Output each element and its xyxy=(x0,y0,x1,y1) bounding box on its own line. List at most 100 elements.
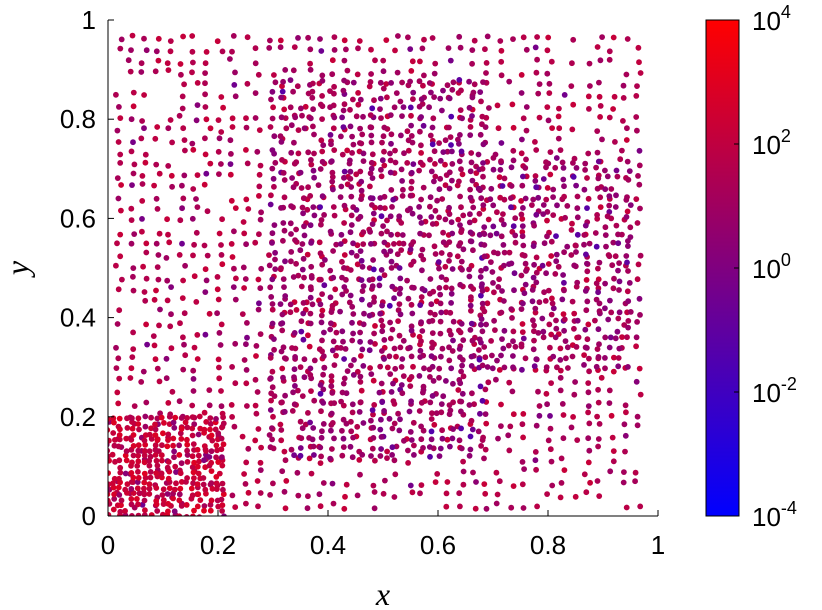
data-point xyxy=(532,44,539,51)
data-point xyxy=(446,239,453,246)
data-point xyxy=(406,408,413,415)
data-point xyxy=(401,437,407,444)
data-point xyxy=(340,124,347,130)
data-point xyxy=(519,223,526,230)
data-point xyxy=(298,328,305,335)
data-point xyxy=(427,453,433,460)
data-point xyxy=(360,150,367,157)
data-point xyxy=(168,345,175,352)
data-point xyxy=(604,173,611,180)
data-point xyxy=(143,321,150,328)
data-point xyxy=(351,357,357,363)
data-point xyxy=(545,117,552,124)
data-point xyxy=(130,329,137,336)
data-point xyxy=(135,468,141,475)
data-point xyxy=(370,482,377,489)
data-point xyxy=(207,125,214,132)
data-point xyxy=(141,470,148,477)
data-point xyxy=(319,307,326,314)
data-point xyxy=(532,457,539,464)
data-point xyxy=(479,165,486,172)
data-point xyxy=(471,217,478,224)
data-point xyxy=(535,388,541,395)
data-point xyxy=(306,455,313,462)
data-point xyxy=(356,38,363,44)
data-point xyxy=(155,57,162,64)
data-point xyxy=(380,490,387,497)
data-point xyxy=(457,380,464,387)
data-point xyxy=(368,165,375,172)
data-point xyxy=(389,326,396,333)
data-point xyxy=(606,193,613,200)
data-point xyxy=(372,341,378,347)
data-point xyxy=(407,78,413,85)
data-point xyxy=(384,455,390,461)
data-point xyxy=(138,69,145,75)
data-point xyxy=(558,455,565,462)
data-point xyxy=(563,355,569,362)
data-point xyxy=(329,71,336,78)
data-point xyxy=(208,459,215,466)
data-point xyxy=(379,399,386,405)
data-point xyxy=(381,408,387,414)
data-point xyxy=(244,34,251,41)
data-point xyxy=(498,158,504,165)
data-point xyxy=(360,241,367,248)
data-point xyxy=(338,183,345,190)
data-point xyxy=(636,162,643,169)
data-point xyxy=(429,344,435,351)
data-point xyxy=(557,374,564,381)
data-point xyxy=(432,173,439,180)
data-point xyxy=(228,402,235,408)
data-point xyxy=(378,446,384,452)
data-point xyxy=(305,332,311,339)
data-point xyxy=(209,437,216,444)
data-point xyxy=(483,321,489,328)
data-point xyxy=(432,479,439,485)
data-point xyxy=(227,171,234,178)
data-point xyxy=(300,210,306,217)
data-point xyxy=(418,196,424,203)
data-point xyxy=(475,428,482,435)
data-point xyxy=(573,182,579,189)
data-point xyxy=(218,242,224,248)
data-point xyxy=(459,357,466,363)
data-point xyxy=(194,80,201,86)
data-point xyxy=(139,181,146,187)
data-point xyxy=(543,270,549,277)
data-point xyxy=(457,240,464,246)
data-point xyxy=(331,114,338,121)
data-point xyxy=(418,96,425,103)
data-point xyxy=(633,114,640,120)
data-point xyxy=(358,353,364,359)
data-point xyxy=(606,114,613,121)
data-point xyxy=(123,435,130,442)
data-point xyxy=(201,457,207,464)
data-point xyxy=(394,69,401,76)
data-point xyxy=(603,243,609,250)
data-point xyxy=(115,443,122,450)
data-point xyxy=(479,281,485,287)
data-point xyxy=(152,426,159,433)
data-point xyxy=(615,231,621,238)
data-point xyxy=(279,468,286,475)
data-point xyxy=(347,175,354,182)
data-point xyxy=(467,124,474,130)
data-point xyxy=(379,348,385,354)
data-point xyxy=(134,463,141,469)
data-point xyxy=(529,202,535,209)
data-point xyxy=(134,479,141,485)
data-point xyxy=(407,246,414,253)
data-point xyxy=(484,300,491,307)
data-point xyxy=(355,101,362,108)
data-point xyxy=(404,160,411,166)
data-point xyxy=(481,231,488,238)
data-point xyxy=(242,276,249,282)
data-point xyxy=(218,446,225,453)
data-point xyxy=(304,251,311,258)
data-point xyxy=(555,113,562,120)
data-point xyxy=(299,241,306,247)
data-point xyxy=(564,344,571,351)
data-point xyxy=(540,211,547,218)
data-point xyxy=(367,79,374,85)
